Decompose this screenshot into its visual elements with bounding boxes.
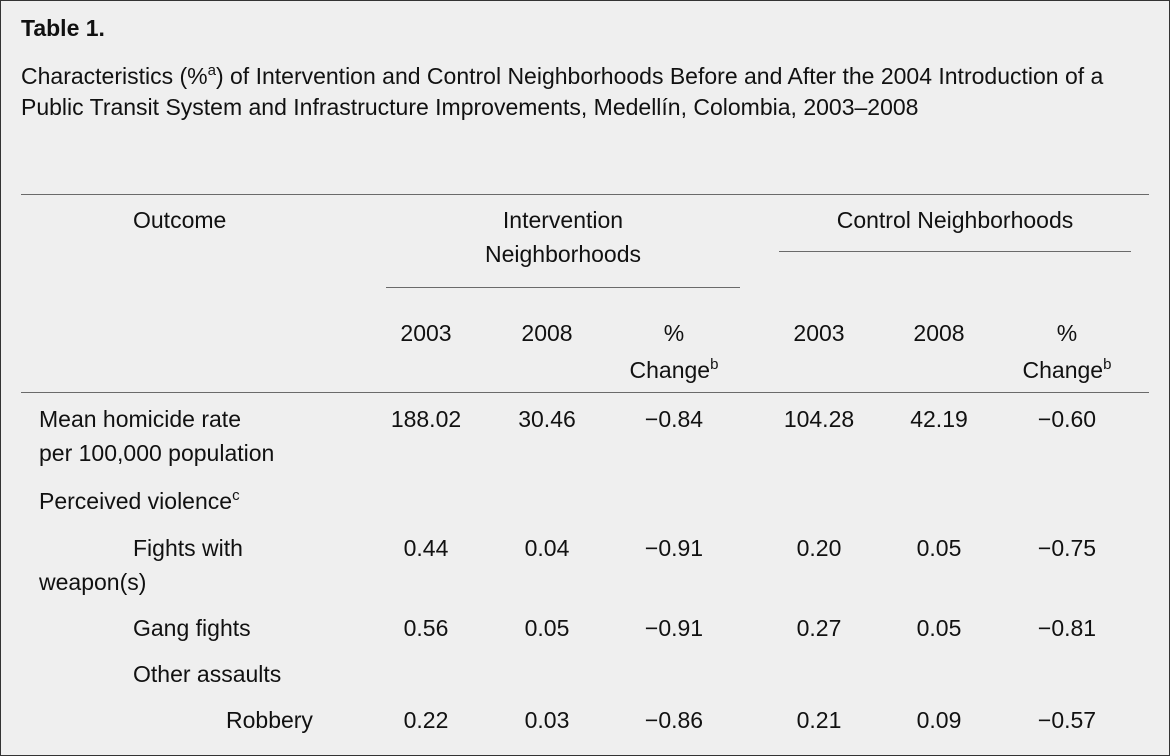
cell-homicide-ctl-2008: 42.19 [910,406,968,432]
cell-gang-ctl-2003: 0.27 [796,615,842,641]
cell-gang-int-2008: 0.05 [524,615,570,641]
row-fights-label-line1: Fights with [133,535,243,561]
header-intervention-line2: Neighborhoods [484,241,641,267]
header-ctl-2008: 2008 [913,320,965,346]
cell-robbery-int-2003: 0.22 [403,707,449,733]
header-ctl-2003: 2003 [793,320,845,346]
cell-gang-int-change: −0.91 [644,615,704,641]
header-control: Control Neighborhoods [836,207,1074,233]
header-int-change: Changeb [604,355,744,386]
cell-robbery-int-2008: 0.03 [524,707,570,733]
cell-fights-ctl-change: −0.75 [1037,535,1097,561]
row-other-assaults-label: Other assaults [133,661,282,687]
cell-fights-int-2003: 0.44 [403,535,449,561]
header-int-2008: 2008 [521,320,573,346]
row-perceived-violence-label: Perceived violencec [39,486,240,517]
cell-fights-ctl-2003: 0.20 [796,535,842,561]
cell-homicide-int-2008: 30.46 [518,406,576,432]
cell-robbery-ctl-2008: 0.09 [916,707,962,733]
perceived-violence-text: Perceived violence [39,488,233,514]
cell-fights-ctl-2008: 0.05 [916,535,962,561]
cell-homicide-ctl-change: −0.60 [1037,406,1097,432]
table-caption: Characteristics (%a) of Intervention and… [21,61,1141,123]
cell-fights-int-2008: 0.04 [524,535,570,561]
caption-prefix: Characteristics (% [21,63,208,89]
header-ctl-change-footnote: b [1103,356,1112,373]
control-span-rule [779,251,1131,252]
intervention-span-rule [386,287,740,288]
cell-homicide-int-change: −0.84 [644,406,704,432]
header-ctl-change-label: Change [1022,357,1104,383]
top-rule [21,194,1149,195]
header-int-2003: 2003 [400,320,452,346]
cell-robbery-ctl-change: −0.57 [1037,707,1097,733]
cell-robbery-int-change: −0.86 [644,707,704,733]
cell-robbery-ctl-2003: 0.21 [796,707,842,733]
caption-suffix: ) of Intervention and Control Neighborho… [21,63,1104,120]
cell-homicide-int-2003: 188.02 [390,406,462,432]
header-ctl-pct: % [1056,320,1078,346]
cell-gang-int-2003: 0.56 [403,615,449,641]
row-homicide-label-line2: per 100,000 population [39,440,275,466]
table-label: Table 1. [21,15,105,41]
caption-footnote-a: a [207,62,216,79]
header-int-change-footnote: b [710,356,719,373]
cell-gang-ctl-2008: 0.05 [916,615,962,641]
header-bottom-rule [21,392,1149,393]
row-gang-fights-label: Gang fights [133,615,251,641]
header-int-change-label: Change [629,357,711,383]
header-ctl-change: Changeb [997,355,1137,386]
cell-homicide-ctl-2003: 104.28 [783,406,855,432]
cell-fights-int-change: −0.91 [644,535,704,561]
row-homicide-label-line1: Mean homicide rate [39,406,241,432]
row-fights-label-line2: weapon(s) [39,569,147,595]
header-int-pct: % [663,320,685,346]
cell-gang-ctl-change: −0.81 [1037,615,1097,641]
perceived-violence-footnote: c [232,487,240,504]
header-intervention-line1: Intervention [502,207,624,233]
header-outcome: Outcome [133,207,227,233]
row-robbery-label: Robbery [226,707,313,733]
